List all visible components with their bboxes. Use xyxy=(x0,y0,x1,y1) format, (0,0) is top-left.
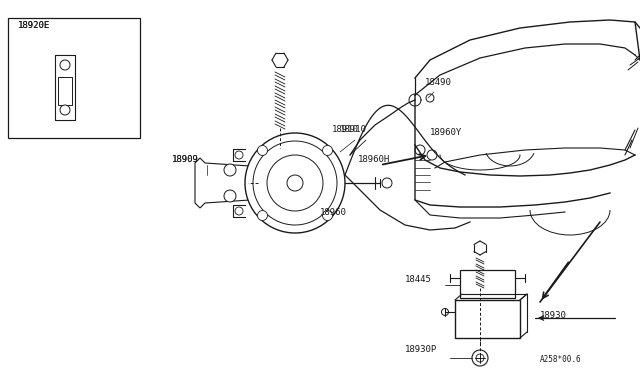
Circle shape xyxy=(442,308,449,315)
Bar xyxy=(455,300,520,338)
Circle shape xyxy=(476,354,484,362)
Circle shape xyxy=(224,190,236,202)
Circle shape xyxy=(415,145,425,155)
Text: 18910: 18910 xyxy=(332,125,359,134)
Circle shape xyxy=(257,211,268,221)
Circle shape xyxy=(257,145,268,155)
Text: 18910: 18910 xyxy=(340,125,367,134)
Bar xyxy=(58,77,72,105)
Bar xyxy=(8,18,140,138)
Circle shape xyxy=(60,105,70,115)
Circle shape xyxy=(224,164,236,176)
Text: 18930: 18930 xyxy=(540,311,567,320)
Text: 18445: 18445 xyxy=(405,275,432,284)
Circle shape xyxy=(323,211,333,221)
Circle shape xyxy=(287,175,303,191)
Circle shape xyxy=(253,141,337,225)
Circle shape xyxy=(426,94,434,102)
Circle shape xyxy=(235,207,243,215)
Circle shape xyxy=(60,60,70,70)
Circle shape xyxy=(245,133,345,233)
Text: 18490: 18490 xyxy=(425,78,452,87)
Text: 18920E: 18920E xyxy=(18,21,51,30)
Bar xyxy=(460,270,515,298)
Text: 18960H: 18960H xyxy=(358,155,390,164)
Text: A258*00.6: A258*00.6 xyxy=(540,355,582,364)
Circle shape xyxy=(267,155,323,211)
Text: 18930P: 18930P xyxy=(405,345,437,354)
Circle shape xyxy=(472,350,488,366)
Polygon shape xyxy=(195,158,258,208)
Circle shape xyxy=(382,178,392,188)
Text: 18909: 18909 xyxy=(172,155,199,164)
Text: 18960: 18960 xyxy=(320,208,347,217)
Text: 18920E: 18920E xyxy=(18,21,51,30)
Circle shape xyxy=(323,145,333,155)
Circle shape xyxy=(427,150,437,160)
Text: 18960Y: 18960Y xyxy=(430,128,462,137)
Text: 18909: 18909 xyxy=(172,155,199,164)
Circle shape xyxy=(235,151,243,159)
